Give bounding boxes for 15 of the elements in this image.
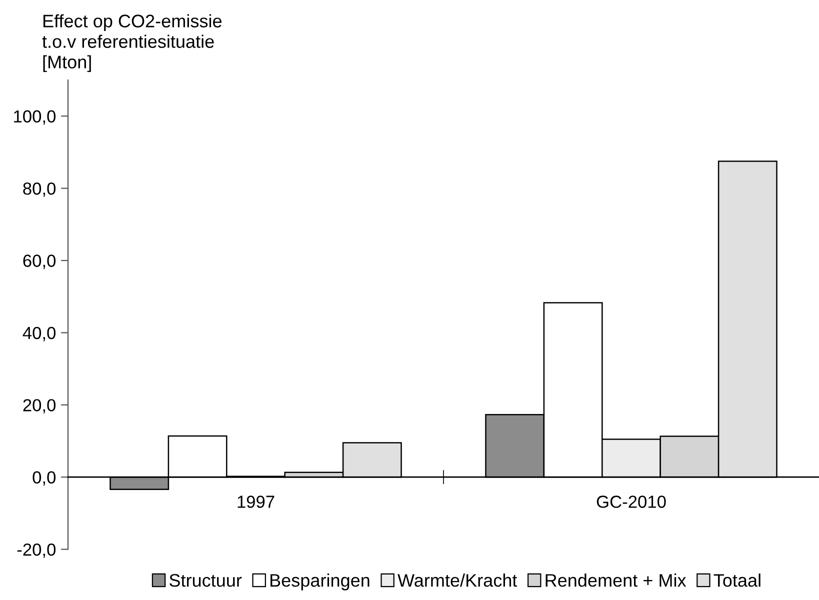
legend-label: Rendement + Mix [546, 574, 686, 587]
legend-label: Besparingen [270, 574, 370, 590]
y-tick-label: -20,0 [17, 543, 56, 558]
y-tick-label: 20,0 [23, 399, 56, 414]
y-tick-label: 0,0 [32, 471, 56, 486]
y-tick-label: 40,0 [22, 326, 56, 342]
legend-label: Structuur [170, 574, 242, 587]
legend-label: Warmte/Kracht [398, 574, 518, 587]
y-tick-label: 80,0 [23, 182, 56, 197]
x-tick-label: GC-2010 [596, 496, 666, 508]
y-tick-label: 60,0 [23, 254, 56, 270]
x-tick-label: 1997 [238, 496, 274, 508]
y-tick-label: 100,0 [14, 110, 56, 125]
y-axis-title: Effect op CO2-emissie t.o.v referentiesituatie [Mton] [42, 14, 222, 72]
legend-label: Totaal [714, 574, 760, 587]
